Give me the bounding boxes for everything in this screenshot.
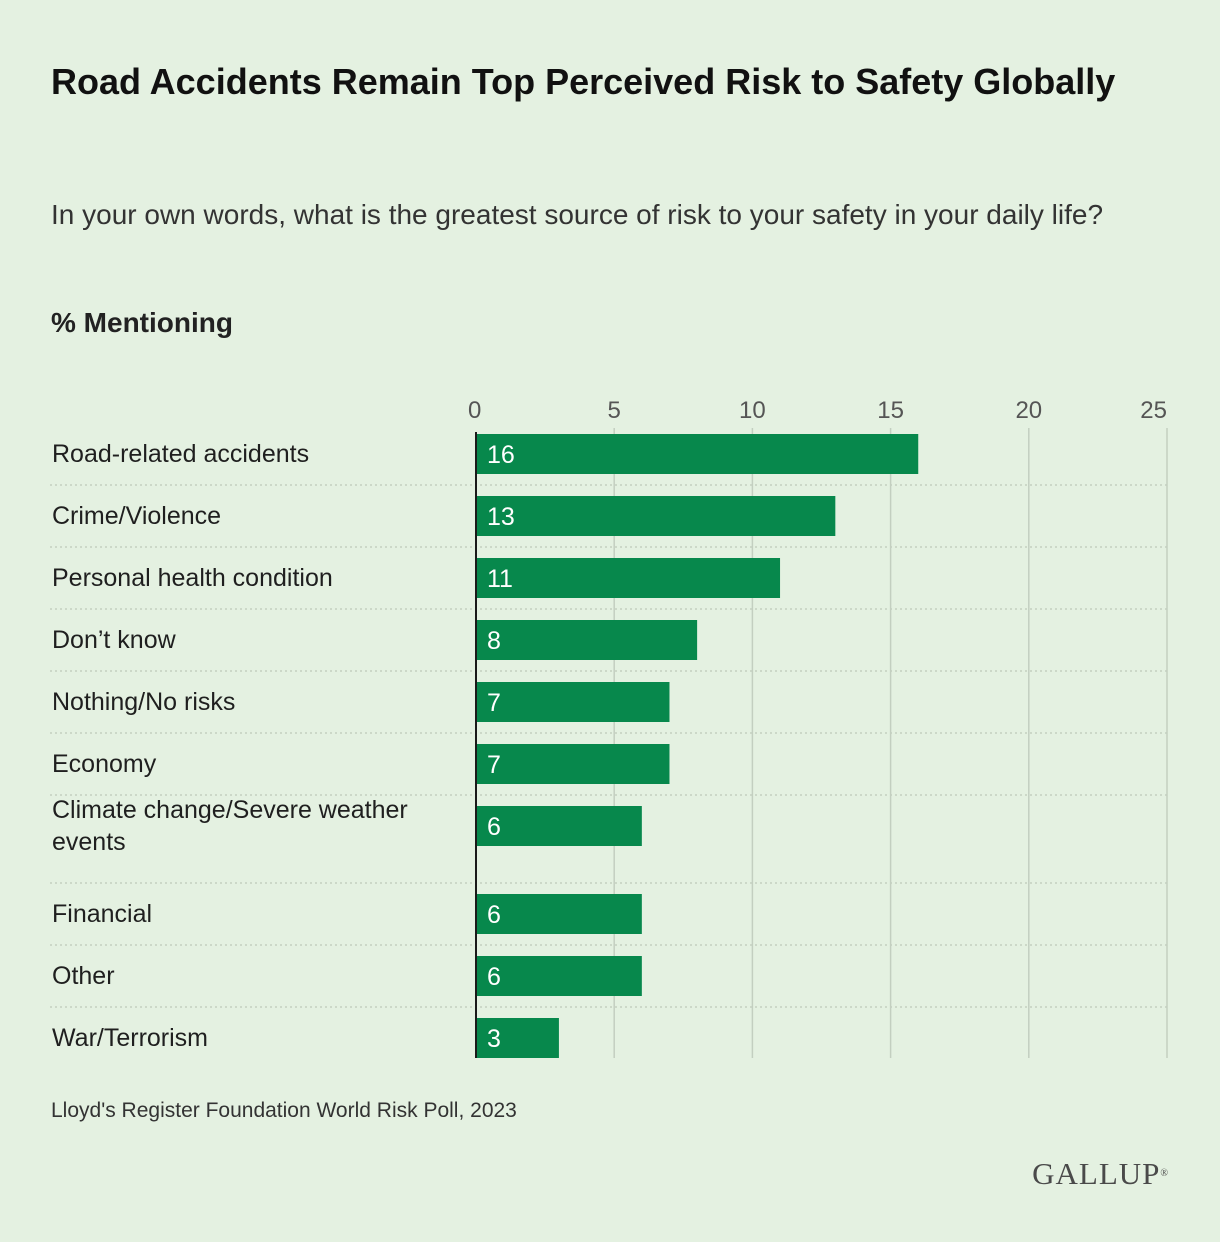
registered-mark: ® — [1160, 1168, 1169, 1179]
bar — [476, 682, 670, 722]
category-label: Climate change/Severe weather events — [52, 796, 408, 856]
category-label: Nothing/No risks — [52, 688, 235, 716]
bar-value-label: 8 — [487, 627, 501, 655]
bar — [476, 894, 642, 934]
bar-value-label: 3 — [487, 1025, 501, 1053]
bar-value-label: 6 — [487, 901, 501, 929]
category-label: Road-related accidents — [52, 440, 309, 468]
category-label-line: Climate change/Severe weather — [52, 796, 408, 824]
x-tick-label: 5 — [608, 397, 621, 424]
x-tick-label: 25 — [1140, 397, 1167, 424]
units-label: % Mentioning — [51, 307, 233, 338]
x-tick-label: 10 — [739, 397, 766, 424]
x-tick-label: 20 — [1015, 397, 1042, 424]
x-tick-label: 15 — [877, 397, 904, 424]
category-label-line: Economy — [52, 750, 157, 778]
bar — [476, 558, 781, 598]
bar — [476, 956, 642, 996]
category-label-line: events — [52, 828, 126, 856]
category-label: Don’t know — [52, 626, 177, 654]
category-label: Personal health condition — [52, 564, 333, 592]
row-separators — [50, 484, 1167, 1008]
bar — [476, 744, 670, 784]
category-label: Crime/Violence — [52, 502, 221, 530]
value-labels: 16 13 11 8 7 7 6 6 6 3 — [487, 441, 515, 1053]
bar — [476, 434, 919, 474]
category-label-line: War/Terrorism — [52, 1024, 208, 1052]
bar-value-label: 7 — [487, 751, 501, 779]
category-labels: Road-related accidents Crime/Violence Pers… — [52, 440, 408, 1052]
bar-value-label: 6 — [487, 813, 501, 841]
category-label-line: Nothing/No risks — [52, 688, 235, 716]
category-label: War/Terrorism — [52, 1024, 208, 1052]
category-label-line: Don’t know — [52, 626, 177, 654]
source-note: Lloyd's Register Foundation World Risk P… — [51, 1099, 517, 1122]
category-label: Other — [52, 962, 115, 990]
category-label: Economy — [52, 750, 157, 778]
bar — [476, 620, 698, 660]
bar-value-label: 11 — [487, 565, 513, 593]
category-label-line: Financial — [52, 900, 152, 928]
bar-value-label: 7 — [487, 689, 501, 717]
category-label-line: Road-related accidents — [52, 440, 309, 468]
chart-subtitle: In your own words, what is the greatest … — [51, 199, 1104, 230]
category-label-line: Personal health condition — [52, 564, 333, 592]
bar-chart: 0 5 10 15 20 25 Road-related accidents Crime/V… — [50, 397, 1168, 1058]
x-tick-label: 0 — [468, 397, 481, 424]
category-label: Financial — [52, 900, 152, 928]
category-label-line: Crime/Violence — [52, 502, 221, 530]
chart-title: Road Accidents Remain Top Perceived Risk… — [51, 61, 1116, 102]
bars — [476, 434, 919, 1058]
logo-text: GALLUP — [1032, 1156, 1161, 1191]
bar-value-label: 6 — [487, 963, 501, 991]
bar — [476, 1018, 559, 1058]
bar-value-label: 13 — [487, 503, 515, 531]
gallup-logo: GALLUP® — [1032, 1154, 1169, 1194]
bar-value-label: 16 — [487, 441, 515, 469]
bar — [476, 806, 642, 846]
bar — [476, 496, 836, 536]
category-label-line: Other — [52, 962, 115, 990]
x-axis-ticks: 0 5 10 15 20 25 — [468, 397, 1167, 424]
